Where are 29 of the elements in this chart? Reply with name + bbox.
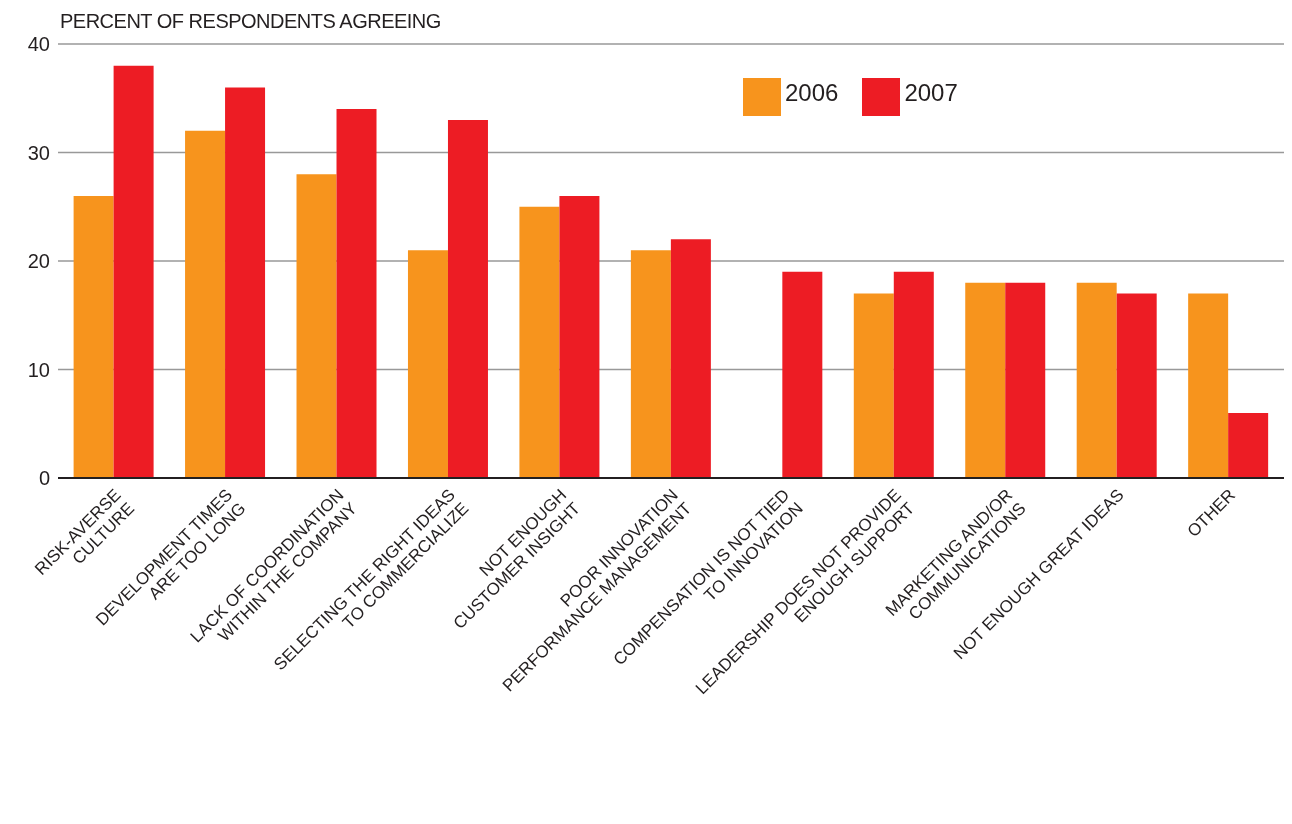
bar xyxy=(1005,282,1046,478)
bar xyxy=(893,271,934,478)
bar xyxy=(965,282,1006,478)
bar xyxy=(853,293,894,478)
bar xyxy=(296,174,337,478)
y-tick-label: 10 xyxy=(27,358,50,381)
legend-label: 2006 xyxy=(785,79,839,107)
bar xyxy=(113,65,154,478)
bar xyxy=(1188,293,1229,478)
bar xyxy=(1228,412,1269,478)
legend-label: 2007 xyxy=(904,79,958,107)
bar xyxy=(185,130,226,478)
bar xyxy=(630,250,671,478)
bar xyxy=(225,87,266,478)
y-tick-label: 20 xyxy=(27,250,50,273)
bar xyxy=(670,239,711,478)
y-axis-title: PERCENT OF RESPONDENTS AGREEING xyxy=(60,10,441,33)
bar xyxy=(1076,282,1117,478)
bar xyxy=(782,271,823,478)
bar xyxy=(559,195,600,478)
bar xyxy=(407,250,448,478)
bar xyxy=(519,206,560,478)
bar xyxy=(73,195,114,478)
bar xyxy=(447,119,488,478)
y-tick-label: 30 xyxy=(27,141,50,164)
y-tick-label: 40 xyxy=(27,33,50,56)
bar xyxy=(1116,293,1157,478)
y-tick-label: 0 xyxy=(38,467,50,490)
bar xyxy=(336,109,377,478)
